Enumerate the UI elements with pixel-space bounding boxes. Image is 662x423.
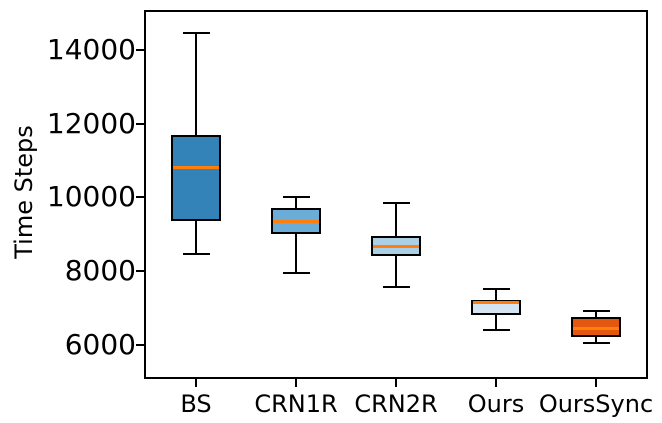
lower-whisker-line [495, 315, 497, 330]
median-line [573, 326, 619, 330]
x-tick-mark [595, 379, 597, 387]
box-bs [171, 134, 221, 222]
lower-whisker-cap [382, 286, 410, 289]
x-tick-mark [395, 379, 397, 387]
x-tick-mark [295, 379, 297, 387]
x-tick-label-ourssync: OursSync [538, 390, 654, 418]
lower-whisker-line [395, 256, 397, 288]
upper-whisker-line [495, 289, 497, 301]
upper-whisker-cap [582, 310, 610, 313]
y-tick-label: 12000 [46, 106, 136, 140]
y-tick-label: 14000 [46, 32, 136, 66]
lower-whisker-cap [282, 271, 310, 274]
y-tick-label: 6000 [64, 327, 136, 361]
upper-whisker-line [195, 33, 197, 135]
upper-whisker-cap [282, 196, 310, 199]
x-tick-mark [195, 379, 197, 387]
lower-whisker-line [295, 234, 297, 273]
x-tick-label-crn2r: CRN2R [354, 390, 438, 418]
x-tick-mark [495, 379, 497, 387]
x-tick-label-bs: BS [180, 390, 212, 418]
y-tick-mark [136, 48, 144, 51]
y-tick-mark [136, 269, 144, 272]
median-line [273, 219, 319, 223]
y-tick-label: 10000 [46, 180, 136, 214]
lower-whisker-cap [582, 341, 610, 344]
upper-whisker-line [595, 311, 597, 317]
lower-whisker-line [595, 337, 597, 343]
upper-whisker-line [295, 197, 297, 209]
plot-area: 6000 8000 10000 12000 14000 BS CRN1R CRN2R Ours O… [47, 10, 653, 417]
median-line [373, 245, 419, 249]
y-tick-mark [136, 343, 144, 346]
median-line [473, 300, 519, 304]
y-tick-mark [136, 122, 144, 125]
upper-whisker-cap [182, 32, 210, 35]
lower-whisker-cap [482, 328, 510, 331]
median-line [173, 166, 219, 170]
upper-whisker-cap [382, 201, 410, 204]
x-tick-label-crn1r: CRN1R [254, 390, 338, 418]
lower-whisker-line [195, 221, 197, 255]
lower-whisker-cap [182, 253, 210, 256]
y-tick-mark [136, 196, 144, 199]
x-tick-label-ours: Ours [467, 390, 525, 418]
upper-whisker-cap [482, 288, 510, 291]
y-tick-label: 8000 [64, 253, 136, 287]
upper-whisker-line [395, 202, 397, 236]
